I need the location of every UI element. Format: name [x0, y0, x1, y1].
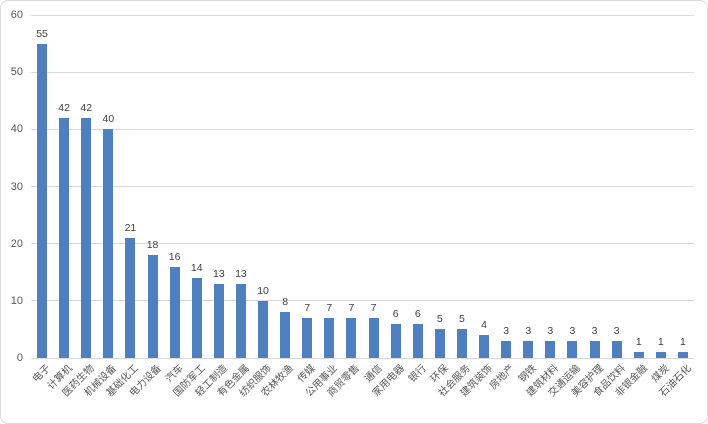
- bar: [611, 340, 622, 358]
- data-label: 7: [370, 301, 377, 314]
- bar: [501, 340, 512, 358]
- data-label: 42: [58, 101, 70, 114]
- bar: [324, 317, 335, 358]
- bar: [589, 340, 600, 358]
- data-label: 18: [146, 239, 159, 252]
- data-label: 3: [503, 324, 510, 337]
- y-axis-tick-label: 10: [10, 294, 23, 307]
- data-label: 5: [436, 313, 443, 326]
- bar: [434, 329, 445, 358]
- data-label: 4: [481, 319, 487, 332]
- horizontal-gridline: [31, 186, 694, 187]
- data-label: 1: [635, 336, 642, 349]
- horizontal-gridline: [31, 300, 694, 302]
- y-axis-tick-label: 40: [10, 123, 23, 136]
- data-label: 3: [591, 324, 598, 337]
- bar: [59, 117, 70, 358]
- bar: [125, 237, 136, 358]
- bar: [346, 317, 357, 358]
- bar: [545, 340, 556, 358]
- horizontal-gridline: [31, 14, 694, 16]
- bar: [213, 283, 224, 358]
- bar: [169, 266, 180, 358]
- data-label: 6: [392, 307, 399, 320]
- horizontal-gridline: [31, 71, 694, 73]
- bar: [235, 283, 246, 358]
- data-label: 10: [257, 284, 269, 297]
- y-axis-tick-label: 0: [16, 352, 23, 364]
- y-axis-tick-label: 30: [10, 180, 23, 193]
- data-label: 3: [613, 324, 620, 337]
- data-label: 16: [168, 250, 181, 263]
- data-label: 13: [235, 267, 247, 280]
- data-label: 6: [414, 307, 421, 320]
- bar: [191, 277, 202, 358]
- bar: [147, 255, 158, 358]
- data-label: 55: [36, 27, 48, 40]
- data-label: 14: [190, 261, 203, 274]
- y-axis-tick-label: 20: [10, 237, 23, 250]
- bar: [456, 329, 467, 358]
- y-axis-tick-label: 50: [10, 66, 23, 79]
- bar: [103, 129, 114, 358]
- bar: [567, 340, 578, 358]
- horizontal-gridline: [31, 128, 694, 130]
- data-label: 1: [657, 336, 664, 349]
- bar: [479, 335, 490, 358]
- data-label: 3: [547, 324, 554, 337]
- data-label: 7: [326, 301, 333, 314]
- bar: [633, 352, 644, 358]
- data-label: 42: [80, 101, 93, 114]
- bar: [412, 323, 423, 358]
- data-label: 3: [525, 324, 532, 337]
- data-label: 21: [124, 221, 137, 234]
- bar: [523, 340, 534, 358]
- bar: [390, 323, 401, 358]
- data-label: 40: [102, 113, 115, 126]
- bar: [677, 352, 688, 358]
- y-axis-tick-label: 60: [10, 9, 23, 21]
- data-label: 8: [282, 296, 289, 309]
- data-label: 3: [569, 324, 576, 337]
- data-label: 1: [680, 336, 686, 349]
- bar: [37, 43, 48, 358]
- bar: [280, 312, 291, 358]
- horizontal-gridline: [31, 243, 694, 245]
- bar: [81, 117, 92, 358]
- horizontal-gridline: [31, 357, 694, 359]
- bar: [368, 317, 379, 358]
- bar: [655, 352, 666, 358]
- data-label: 13: [213, 267, 225, 280]
- bar: [258, 300, 269, 358]
- data-label: 7: [304, 301, 311, 314]
- data-label: 5: [459, 313, 465, 326]
- bar: [302, 317, 313, 358]
- data-label: 7: [348, 301, 355, 314]
